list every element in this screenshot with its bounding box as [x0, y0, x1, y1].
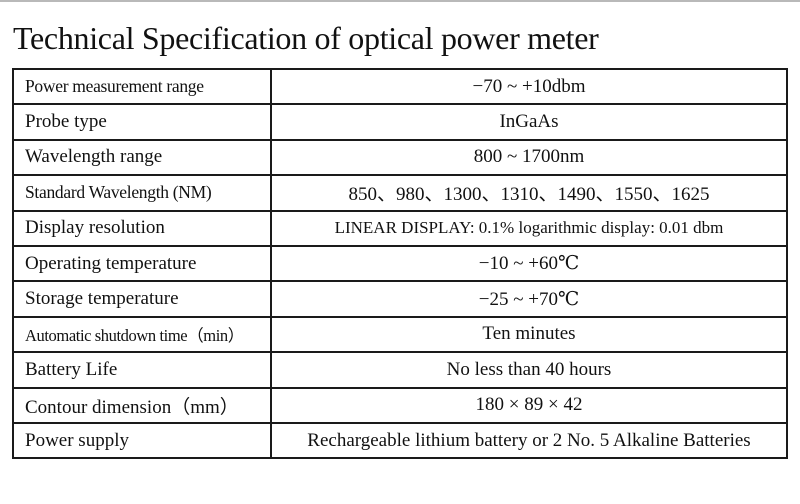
value-cell: 800 ~ 1700nm [270, 138, 788, 177]
parameter-cell: Wavelength range [12, 138, 272, 177]
parameter-cell: Battery Life [12, 351, 272, 389]
table-row: Operating temperature −10 ~ +60℃ [12, 244, 788, 283]
parameter-cell: Storage temperature [12, 280, 272, 318]
parameter-cell: Power supply [12, 421, 272, 460]
parameter-cell: Probe type [12, 103, 272, 141]
parameter-cell: Standard Wavelength (NM) [12, 174, 272, 212]
parameter-cell: Contour dimension（mm） [12, 386, 272, 424]
value-cell: Ten minutes [270, 315, 788, 354]
parameter-cell: Operating temperature [12, 244, 272, 283]
table-row: Power measurement range −70 ~ +10dbm [12, 67, 788, 106]
value-cell: 850、980、1300、1310、1490、1550、1625 [270, 174, 788, 212]
value-cell: Rechargeable lithium battery or 2 No. 5 … [270, 421, 788, 460]
value-cell: InGaAs [270, 103, 788, 141]
value-cell: LINEAR DISPLAY: 0.1% logarithmic display… [270, 209, 788, 247]
value-cell: No less than 40 hours [270, 351, 788, 389]
table-row: Probe type InGaAs [12, 103, 788, 141]
table-row: Power supply Rechargeable lithium batter… [12, 421, 788, 460]
value-cell: −70 ~ +10dbm [270, 67, 788, 106]
table-row: Standard Wavelength (NM) 850、980、1300、13… [12, 174, 788, 212]
parameter-cell: Display resolution [12, 209, 272, 247]
spec-table: Power measurement range −70 ~ +10dbm Pro… [12, 67, 788, 460]
parameter-cell: Automatic shutdown time（min） [12, 315, 272, 354]
parameter-cell: Power measurement range [12, 67, 272, 106]
value-cell: −10 ~ +60℃ [270, 244, 788, 283]
top-edge-divider [0, 0, 800, 2]
value-cell: −25 ~ +70℃ [270, 280, 788, 318]
table-row: Automatic shutdown time（min） Ten minutes [12, 315, 788, 354]
value-cell: 180 × 89 × 42 [270, 386, 788, 424]
table-row: Storage temperature −25 ~ +70℃ [12, 280, 788, 318]
table-row: Display resolution LINEAR DISPLAY: 0.1% … [12, 209, 788, 247]
page-title: Technical Specification of optical power… [13, 20, 599, 56]
table-row: Battery Life No less than 40 hours [12, 351, 788, 389]
table-row: Contour dimension（mm） 180 × 89 × 42 [12, 386, 788, 424]
table-row: Wavelength range 800 ~ 1700nm [12, 138, 788, 177]
